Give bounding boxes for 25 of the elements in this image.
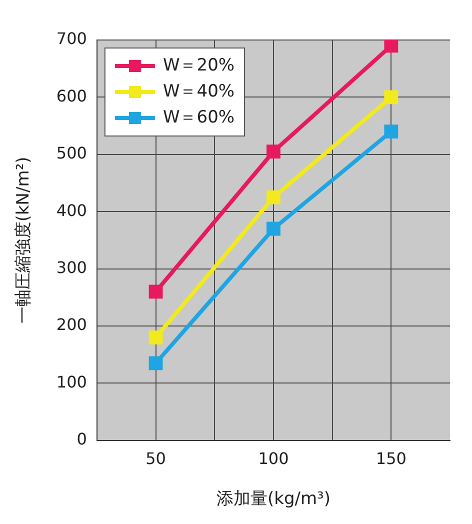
point	[384, 124, 398, 138]
point	[266, 190, 280, 204]
x-tick-label: 50	[146, 449, 166, 468]
y-tick-label: 300	[56, 258, 87, 277]
y-tick-label: 200	[56, 315, 87, 334]
y-tick-label: 500	[56, 144, 87, 163]
point	[384, 90, 398, 104]
x-axis-title: 添加量(kg/m³)	[216, 489, 330, 510]
y-tick-label: 700	[56, 29, 87, 48]
y-tick-label: 600	[56, 86, 87, 106]
point	[266, 222, 280, 236]
point	[266, 144, 280, 158]
point	[384, 40, 398, 53]
x-tick-label: 150	[376, 449, 406, 468]
legend-label: W＝20%	[162, 55, 235, 76]
legend-label: W＝60%	[162, 107, 235, 128]
y-tick-label: 100	[56, 372, 87, 392]
y-tick-label: 400	[56, 200, 87, 220]
point	[148, 330, 163, 344]
x-tick-label: 100	[258, 449, 289, 468]
point	[148, 284, 163, 299]
y-axis-title: 一軸圧縮強度(kN/m²)	[14, 156, 34, 324]
point	[148, 356, 163, 370]
legend-label: W＝40%	[162, 81, 235, 102]
y-tick-label: 0	[76, 430, 87, 449]
